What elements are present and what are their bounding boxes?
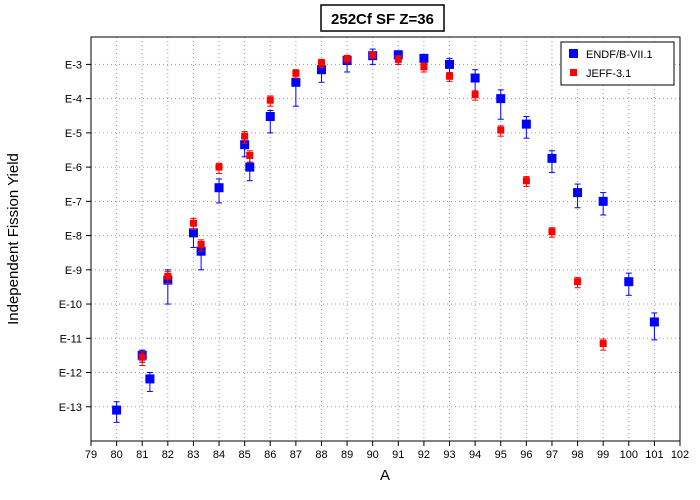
data-point	[445, 59, 455, 69]
y-axis: E-3 E-4 E-5 E-6 E-7 E-8 E-9 E-10 E-11 E-12 E-13	[59, 59, 91, 414]
x-tick-label: 101	[645, 449, 663, 461]
data-marks	[112, 48, 659, 423]
y-tick-label: E-5	[65, 128, 82, 140]
x-axis-title: A	[380, 467, 390, 484]
x-tick-label: 81	[136, 449, 148, 461]
y-tick-label: E-6	[65, 162, 82, 174]
data-point	[112, 405, 122, 415]
y-tick-label: E-7	[65, 196, 82, 208]
data-point	[138, 353, 146, 361]
x-tick-label: 80	[110, 449, 122, 461]
series-jeff	[138, 51, 607, 367]
data-point	[291, 77, 301, 87]
legend-label-jeff: JEFF-3.1	[586, 68, 631, 80]
x-tick-label: 94	[469, 449, 481, 461]
x-tick-label: 79	[85, 449, 97, 461]
y-tick-label: E-3	[65, 59, 82, 71]
x-tick-label: 93	[443, 449, 455, 461]
grid	[91, 37, 680, 441]
data-point	[393, 50, 403, 60]
data-point	[316, 65, 326, 75]
data-point	[265, 112, 275, 122]
data-point	[317, 59, 325, 67]
data-point	[446, 72, 454, 80]
data-point	[471, 91, 479, 99]
x-tick-label: 91	[392, 449, 404, 461]
data-point	[241, 132, 249, 140]
x-tick-label: 98	[571, 449, 583, 461]
legend-label-endf: ENDF/B-VII.1	[586, 49, 653, 61]
chart-title: 252Cf SF Z=36	[331, 11, 434, 28]
y-axis-title: Independent Fission Yield	[5, 153, 22, 325]
data-point	[214, 183, 224, 193]
x-tick-label: 96	[520, 449, 532, 461]
x-tick-label: 90	[367, 449, 379, 461]
data-point	[188, 228, 198, 238]
data-point	[369, 51, 377, 59]
legend-marker-jeff	[570, 69, 577, 76]
x-axis: 79 80 81 82 83 84 85 86 87 88 89 90 91 92 93 94 95 96 97 98…	[85, 441, 689, 461]
data-point	[245, 162, 255, 172]
legend-frame	[560, 41, 675, 86]
data-point	[189, 219, 197, 227]
plot-frame	[90, 36, 681, 442]
data-point	[343, 54, 351, 62]
data-point	[521, 119, 531, 129]
x-tick-label: 87	[290, 449, 302, 461]
data-point	[624, 277, 634, 287]
data-point	[240, 140, 250, 150]
data-point	[215, 163, 223, 171]
y-tick-label: E-13	[59, 402, 82, 414]
data-point	[522, 177, 530, 185]
x-tick-label: 95	[495, 449, 507, 461]
data-point	[649, 317, 659, 327]
data-point	[547, 153, 557, 163]
x-tick-label: 99	[597, 449, 609, 461]
data-point	[394, 55, 402, 63]
x-tick-label: 84	[213, 449, 225, 461]
data-point	[246, 151, 254, 159]
x-tick-label: 97	[546, 449, 558, 461]
y-tick-label: E-9	[65, 265, 82, 277]
x-tick-label: 86	[264, 449, 276, 461]
data-point	[419, 53, 429, 63]
data-point	[145, 374, 155, 384]
y-tick-label: E-12	[59, 368, 82, 380]
x-tick-label: 82	[162, 449, 174, 461]
y-tick-label: E-8	[65, 231, 82, 243]
data-point	[164, 272, 172, 280]
x-tick-label: 88	[315, 449, 327, 461]
data-point	[497, 126, 505, 134]
data-point	[574, 278, 582, 286]
data-point	[266, 96, 274, 104]
title-box: 252Cf SF Z=36	[320, 4, 445, 32]
data-point	[197, 240, 205, 248]
y-tick-label: E-10	[59, 299, 82, 311]
data-point	[598, 196, 608, 206]
y-tick-label: E-11	[60, 333, 82, 345]
x-tick-label: 102	[671, 449, 689, 461]
data-point	[292, 69, 300, 77]
data-point	[496, 94, 506, 104]
x-tick-label: 85	[239, 449, 251, 461]
data-point	[548, 228, 556, 236]
y-tick-label: E-4	[65, 94, 82, 106]
x-tick-label: 89	[341, 449, 353, 461]
data-point	[599, 340, 607, 348]
legend: ENDF/B-VII.1 JEFF-3.1	[560, 41, 675, 86]
legend-marker-endf	[569, 49, 578, 58]
x-tick-label: 92	[418, 449, 430, 461]
x-tick-label: 100	[620, 449, 638, 461]
data-point	[470, 73, 480, 83]
x-tick-label: 83	[187, 449, 199, 461]
data-point	[420, 63, 428, 71]
data-point	[573, 188, 583, 198]
title-frame	[320, 4, 445, 32]
